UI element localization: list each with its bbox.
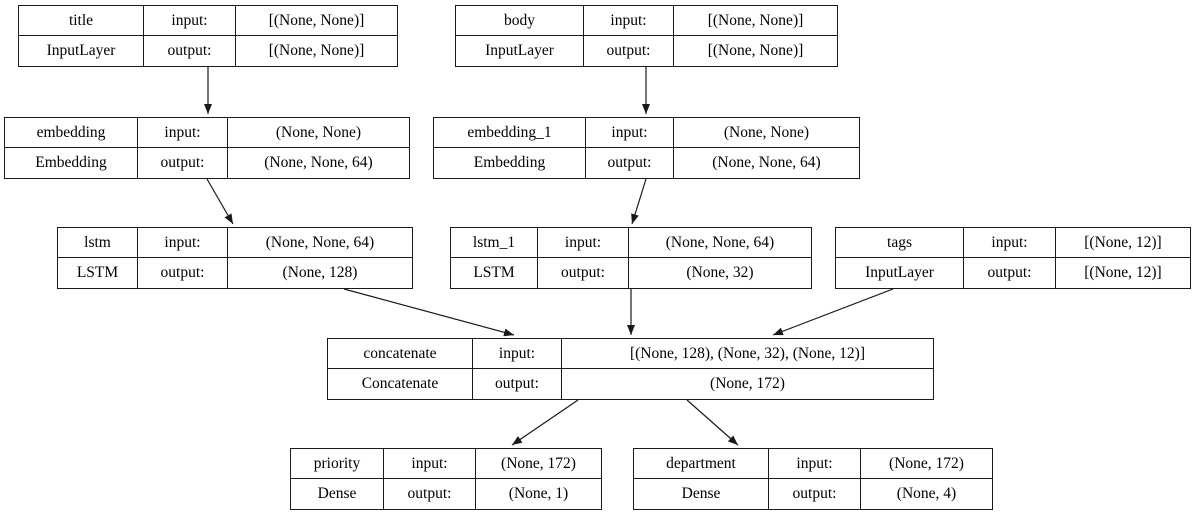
input-label: input: [584, 6, 674, 36]
input-shape: [(None, None)] [236, 6, 397, 36]
node-lstm_1: lstm_1 input: (None, None, 64) LSTM outp… [450, 227, 812, 289]
layer-name: body [456, 6, 584, 36]
output-shape: (None, 4) [896, 485, 957, 503]
input-shape: (None, 172) [476, 449, 601, 479]
edge-lstm-concatenate [343, 288, 515, 337]
layer-type: Embedding [434, 148, 586, 178]
edge-embedding_1-lstm_1 [631, 178, 647, 225]
input-label: input: [144, 6, 236, 36]
node-lstm: lstm input: (None, None, 64) LSTM output… [57, 227, 413, 289]
input-shape: (None, None) [674, 118, 859, 148]
output-shape: (None, 32) [686, 264, 754, 282]
output-label: output: [586, 148, 674, 178]
output-label: output: [584, 36, 674, 66]
output-label: output: [769, 479, 861, 509]
input-label: input: [538, 228, 629, 258]
edge-tags-concatenate [772, 288, 894, 336]
output-shape: (None, 172) [710, 375, 785, 393]
node-body: body input: [(None, None)] InputLayer ou… [455, 5, 838, 67]
output-shape: [(None, 12)] [1084, 264, 1162, 282]
output-label: output: [964, 258, 1056, 288]
input-label: input: [138, 228, 228, 258]
node-priority: priority input: (None, 172) Dense output… [290, 448, 602, 510]
input-shape: [(None, None)] [674, 6, 837, 36]
input-label: input: [473, 339, 562, 369]
node-concatenate: concatenate input: [(None, 128), (None, … [327, 338, 934, 400]
layer-name: tags [836, 228, 964, 258]
input-shape: [(None, 128), (None, 32), (None, 12)] [562, 339, 933, 369]
layer-name: title [19, 6, 144, 36]
layer-name: lstm [58, 228, 138, 258]
output-label: output: [384, 479, 476, 509]
input-shape: [(None, 12)] [1056, 228, 1190, 258]
layer-name: embedding [5, 118, 138, 148]
input-shape: (None, None) [228, 118, 409, 148]
layer-name: concatenate [328, 339, 473, 369]
output-label: output: [138, 258, 228, 288]
layer-type: InputLayer [456, 36, 584, 66]
layer-type: Concatenate [328, 369, 473, 399]
input-label: input: [384, 449, 476, 479]
output-shape: (None, None, 64) [712, 154, 821, 172]
output-shape: [(None, None)] [707, 42, 804, 60]
layer-type: InputLayer [19, 36, 144, 66]
output-shape: [(None, None)] [268, 42, 365, 60]
layer-type: Dense [634, 479, 769, 509]
layer-name: lstm_1 [451, 228, 538, 258]
node-embedding: embedding input: (None, None) Embedding … [4, 117, 410, 179]
output-label: output: [144, 36, 236, 66]
output-label: output: [473, 369, 562, 399]
layer-name: department [634, 449, 769, 479]
node-embedding_1: embedding_1 input: (None, None) Embeddin… [433, 117, 860, 179]
output-shape: (None, None, 64) [264, 154, 373, 172]
input-shape: (None, None, 64) [228, 228, 412, 258]
input-label: input: [964, 228, 1056, 258]
input-label: input: [769, 449, 861, 479]
output-shape: (None, 128) [282, 264, 358, 282]
edge-concatenate-priority [511, 399, 579, 446]
output-label: output: [538, 258, 629, 288]
input-shape: (None, 172) [861, 449, 992, 479]
node-title: title input: [(None, None)] InputLayer o… [18, 5, 398, 67]
edge-concatenate-department [686, 399, 739, 446]
input-label: input: [138, 118, 228, 148]
layer-type: LSTM [451, 258, 538, 288]
output-shape: (None, 1) [508, 485, 569, 503]
output-label: output: [138, 148, 228, 178]
layer-type: LSTM [58, 258, 138, 288]
layer-name: embedding_1 [434, 118, 586, 148]
layer-name: priority [291, 449, 384, 479]
layer-type: Embedding [5, 148, 138, 178]
edge-embedding-lstm [206, 178, 234, 225]
layer-type: InputLayer [836, 258, 964, 288]
node-department: department input: (None, 172) Dense outp… [633, 448, 993, 510]
node-tags: tags input: [(None, 12)] InputLayer outp… [835, 227, 1191, 289]
layer-type: Dense [291, 479, 384, 509]
input-shape: (None, None, 64) [629, 228, 811, 258]
input-label: input: [586, 118, 674, 148]
